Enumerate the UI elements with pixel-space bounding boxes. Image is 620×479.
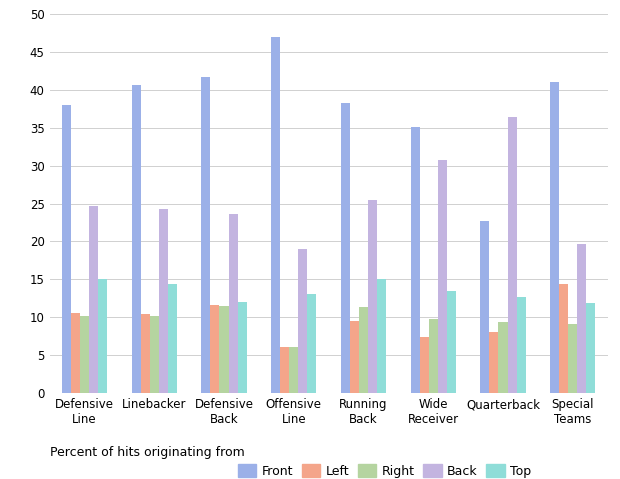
Bar (577, 244, 587, 393)
Bar (550, 82, 559, 393)
Bar (219, 306, 229, 393)
Bar (508, 116, 516, 393)
Bar (210, 305, 219, 393)
Bar (159, 209, 168, 393)
Bar (149, 316, 159, 393)
Bar (229, 214, 237, 393)
Bar (516, 297, 526, 393)
Bar (377, 278, 386, 393)
Legend: Front, Left, Right, Back, Top: Front, Left, Right, Back, Top (237, 464, 531, 478)
Bar (559, 284, 568, 393)
Bar (341, 103, 350, 393)
Bar (489, 332, 498, 393)
Bar (568, 324, 577, 393)
Bar (80, 316, 89, 393)
Bar (168, 284, 177, 393)
Bar (71, 313, 80, 393)
Bar (237, 302, 247, 393)
Text: Percent of hits originating from: Percent of hits originating from (50, 446, 244, 459)
Bar (89, 206, 98, 393)
Bar (359, 307, 368, 393)
Bar (587, 304, 595, 393)
Bar (289, 347, 298, 393)
Bar (280, 347, 289, 393)
Bar (428, 319, 438, 393)
Bar (141, 314, 149, 393)
Bar (410, 127, 420, 393)
Bar (350, 321, 359, 393)
Bar (447, 291, 456, 393)
Bar (98, 279, 107, 393)
Bar (62, 105, 71, 393)
Bar (438, 160, 447, 393)
Bar (298, 249, 308, 393)
Bar (131, 85, 141, 393)
Bar (308, 294, 316, 393)
Bar (498, 322, 508, 393)
Bar (271, 37, 280, 393)
Bar (480, 221, 489, 393)
Bar (368, 200, 377, 393)
Bar (420, 337, 428, 393)
Bar (202, 77, 210, 393)
